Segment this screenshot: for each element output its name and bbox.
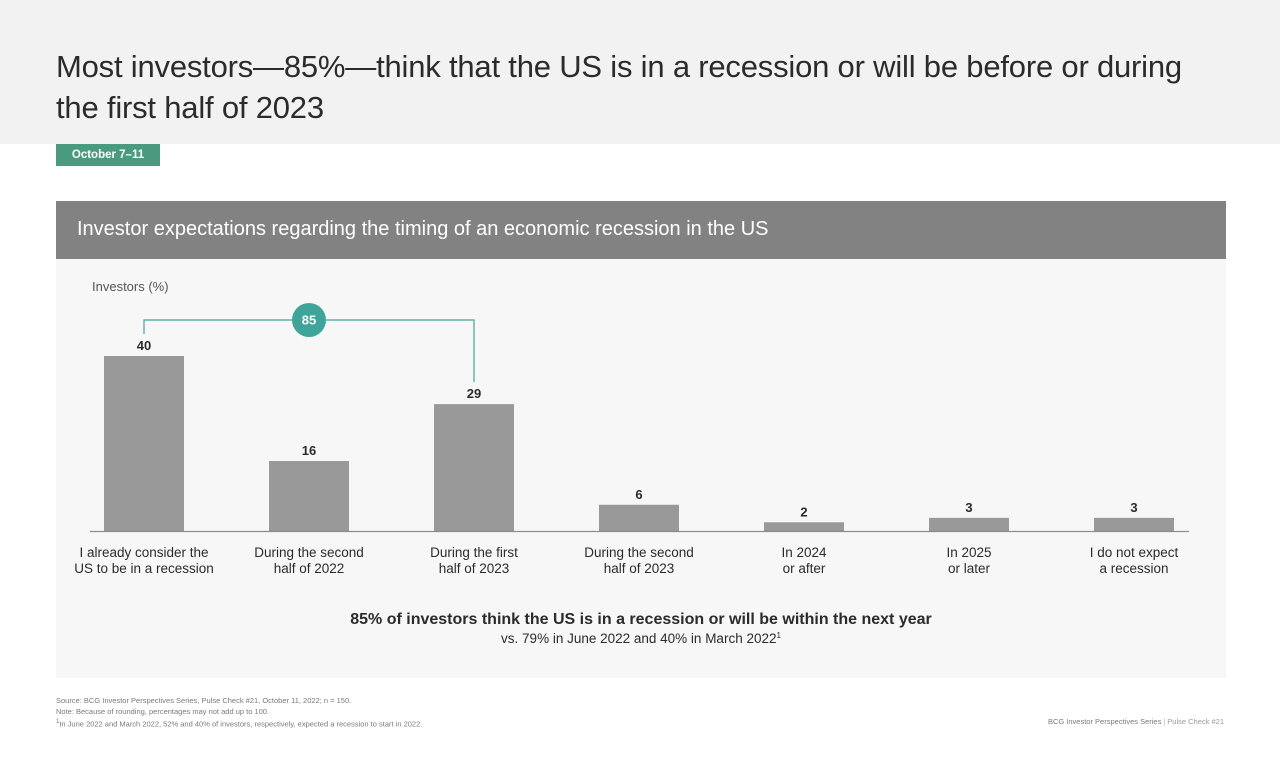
bar-6	[1094, 517, 1174, 531]
category-label-6-line-1: a recession	[1099, 561, 1168, 576]
category-label-2-line-1: half of 2023	[439, 561, 510, 576]
series-separator: |	[1163, 717, 1166, 726]
data-label-4: 2	[800, 504, 807, 519]
footnote-text: In June 2022 and March 2022, 52% and 40%…	[59, 719, 423, 729]
category-label-2-line-0: During the first	[430, 545, 518, 560]
category-label-4-line-1: or after	[783, 561, 826, 576]
summary-headline: 85% of investors think the US is in a re…	[350, 611, 932, 628]
category-label-1-line-0: During the second	[254, 545, 364, 560]
chart-panel: Investor expectations regarding the timi…	[56, 201, 1226, 678]
data-label-2: 29	[467, 386, 481, 401]
chart-title: Investor expectations regarding the timi…	[77, 218, 769, 240]
category-label-5: In 2025 or later	[946, 545, 991, 576]
bar-2	[434, 404, 514, 531]
bar-1	[269, 461, 349, 531]
data-label-0: 40	[137, 338, 151, 353]
category-label-0-line-1: US to be in a recession	[74, 561, 214, 576]
category-label-0-line-0: I already consider the	[79, 545, 208, 560]
series-issue: Pulse Check #21	[1167, 717, 1224, 726]
category-label-4-line-0: In 2024	[781, 545, 827, 560]
bar-0	[104, 356, 184, 531]
category-label-5-line-0: In 2025	[946, 545, 991, 560]
category-label-1: During the second half of 2022	[254, 545, 364, 576]
bracket-badge-label: 85	[302, 313, 316, 328]
summary-subline-sup: 1	[776, 631, 781, 640]
series-name: BCG Investor Perspectives Series	[1047, 717, 1162, 726]
category-label-6: I do not expect a recession	[1090, 545, 1179, 576]
category-label-5-line-1: or later	[948, 561, 991, 576]
page-title: Most investors—85%—think that the US is …	[56, 49, 1182, 125]
chart-header: Investor expectations regarding the timi…	[56, 201, 1226, 259]
category-label-1-line-1: half of 2022	[274, 561, 345, 576]
y-axis-label: Investors (%)	[92, 279, 169, 294]
bar-3	[599, 504, 679, 531]
data-label-3: 6	[635, 487, 642, 502]
rounding-note: Note: Because of rounding, percentages m…	[56, 706, 270, 716]
header-band	[0, 0, 1280, 144]
category-label-6-line-0: I do not expect	[1090, 545, 1179, 560]
bar-4	[764, 522, 844, 531]
category-label-4: In 2024 or after	[781, 545, 827, 576]
data-label-1: 16	[302, 443, 316, 458]
category-label-3-line-0: During the second	[584, 545, 694, 560]
bracket-badge	[292, 303, 326, 337]
category-label-3-line-1: half of 2023	[604, 561, 675, 576]
summary-subline: vs. 79% in June 2022 and 40% in March 20…	[501, 631, 781, 646]
series-mark: BCG Investor Perspectives Series | Pulse C…	[1048, 717, 1224, 726]
bar-chart: Investors (%) 40 I already consider the US …	[74, 279, 1189, 646]
footnotes: Source: BCG Investor Perspectives Series…	[56, 696, 422, 730]
data-label-5: 3	[965, 500, 972, 515]
footnote-marker: 1	[56, 719, 60, 725]
date-tag: October 7–11	[56, 144, 160, 166]
bar-5	[929, 517, 1009, 531]
summary-subline-text: vs. 79% in June 2022 and 40% in March 20…	[501, 631, 776, 646]
source-note: Source: BCG Investor Perspectives Series…	[56, 696, 352, 705]
category-label-0: I already consider the US to be in a rece…	[74, 545, 214, 576]
category-label-3: During the second half of 2023	[584, 545, 694, 576]
footnote-1: 1In June 2022 and March 2022, 52% and 40…	[56, 717, 422, 730]
category-label-2: During the first half of 2023	[430, 545, 518, 576]
data-label-6: 3	[1130, 500, 1137, 515]
